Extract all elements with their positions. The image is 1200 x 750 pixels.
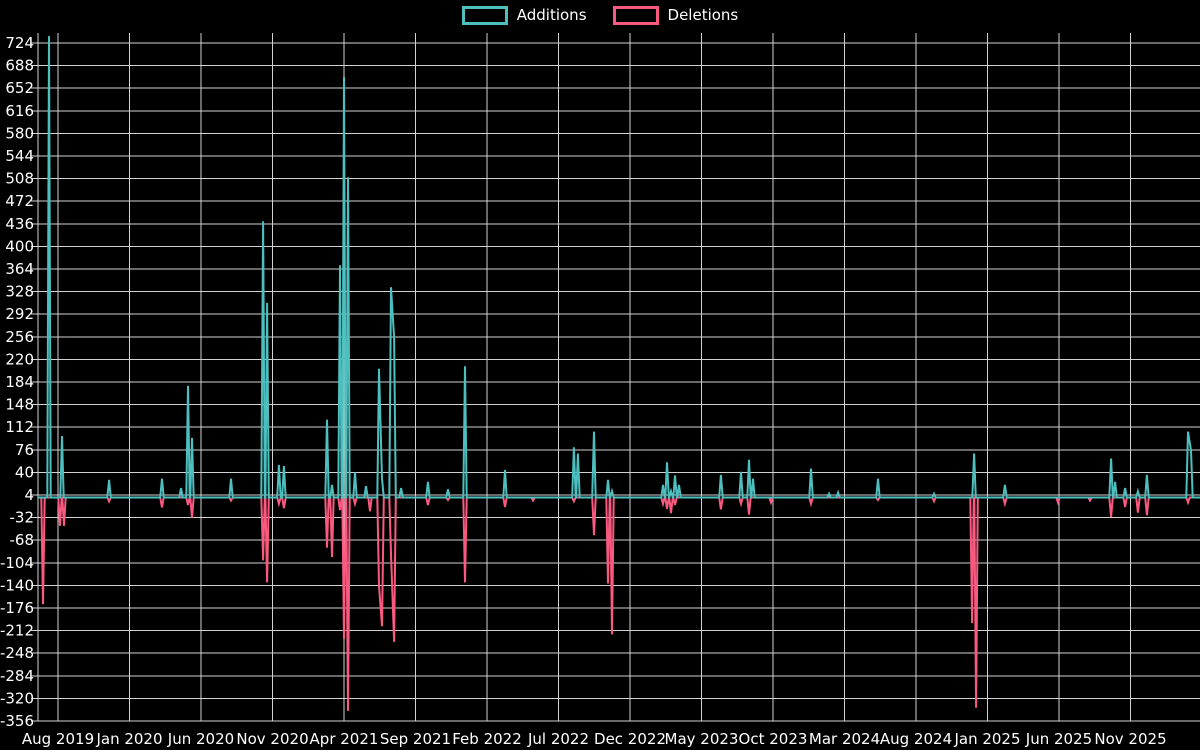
x-axis-tick-label: Aug 2019 <box>22 730 94 748</box>
y-axis-tick-label: -248 <box>0 644 34 662</box>
y-axis-tick-label: 472 <box>5 192 34 210</box>
y-axis-tick-label: 292 <box>5 305 34 323</box>
y-axis-tick-label: -356 <box>0 712 34 730</box>
y-axis-tick-label: 688 <box>5 57 34 75</box>
y-axis-tick-label: 724 <box>5 34 34 52</box>
x-axis-tick-label: May 2023 <box>665 730 739 748</box>
x-axis-tick-label: Oct 2023 <box>739 730 808 748</box>
x-axis-tick-label: Nov 2020 <box>236 730 308 748</box>
y-axis-tick-label: -284 <box>0 667 34 685</box>
y-axis-tick-label: 256 <box>5 328 34 346</box>
x-axis-tick-label: Sep 2021 <box>380 730 451 748</box>
x-axis-tick-label: Dec 2022 <box>594 730 666 748</box>
x-axis-tick-label: Feb 2022 <box>452 730 522 748</box>
x-axis-tick-label: Jan 2025 <box>953 730 1020 748</box>
x-axis-tick-label: Jan 2020 <box>95 730 162 748</box>
y-axis-tick-label: 364 <box>5 260 34 278</box>
y-axis-tick-label: -320 <box>0 689 34 707</box>
chart-legend: Additions Deletions <box>0 6 1200 25</box>
x-axis-tick-label: Jul 2022 <box>527 730 589 748</box>
y-axis-tick-label: 4 <box>24 486 34 504</box>
x-axis-tick-label: Nov 2025 <box>1094 730 1166 748</box>
y-axis-tick-label: 652 <box>5 79 34 97</box>
deletions-line <box>38 496 1200 711</box>
y-axis-tick-label: 400 <box>5 237 34 255</box>
y-axis-tick-label: 148 <box>5 396 34 414</box>
y-axis-tick-label: 616 <box>5 102 34 120</box>
legend-item-deletions[interactable]: Deletions <box>612 6 739 25</box>
y-axis-tick-label: 544 <box>5 147 34 165</box>
x-axis-tick-label: Jun 2020 <box>167 730 234 748</box>
y-axis-tick-label: -104 <box>0 554 34 572</box>
y-axis-tick-label: -32 <box>10 509 35 527</box>
y-axis-tick-label: 184 <box>5 373 34 391</box>
y-axis-tick-label: 508 <box>5 170 34 188</box>
legend-item-additions[interactable]: Additions <box>461 6 587 25</box>
y-axis-tick-label: -140 <box>0 576 34 594</box>
y-axis-tick-label: 76 <box>15 441 34 459</box>
x-axis-tick-label: Apr 2021 <box>310 730 379 748</box>
deletions-swatch-icon <box>612 6 659 25</box>
y-axis-tick-label: 112 <box>5 418 34 436</box>
y-axis-tick-label: 580 <box>5 124 34 142</box>
x-axis-tick-label: Mar 2024 <box>809 730 880 748</box>
legend-label-additions: Additions <box>516 6 587 24</box>
y-axis-tick-label: 328 <box>5 283 34 301</box>
additions-swatch-icon <box>461 6 508 25</box>
legend-label-deletions: Deletions <box>667 6 739 24</box>
x-axis-tick-label: Jun 2025 <box>1025 730 1092 748</box>
additions-line <box>38 36 1200 499</box>
y-axis-tick-label: -176 <box>0 599 34 617</box>
y-axis-tick-label: 220 <box>5 350 34 368</box>
y-axis-tick-label: -212 <box>0 622 34 640</box>
x-axis-tick-label: Aug 2024 <box>880 730 952 748</box>
y-axis-tick-label: 40 <box>15 463 34 481</box>
y-axis-tick-label: 436 <box>5 215 34 233</box>
y-axis-tick-label: -68 <box>10 531 35 549</box>
